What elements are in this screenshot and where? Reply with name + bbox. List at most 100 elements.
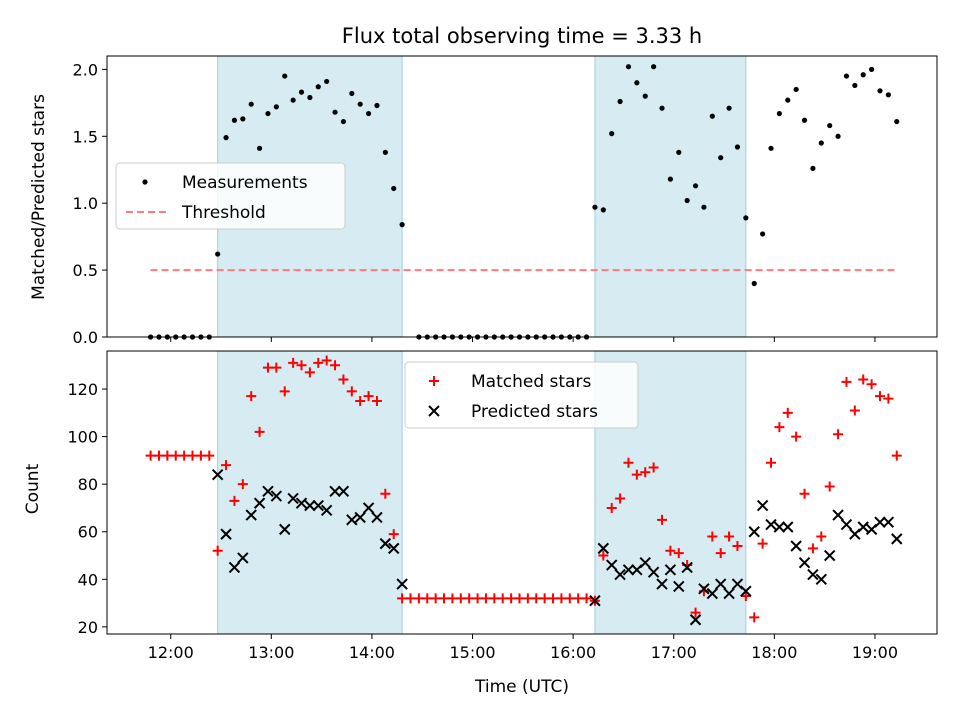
- top-chart-measurement-point: [282, 73, 288, 79]
- bottom-chart-predicted-star-point: [689, 614, 702, 626]
- bottom-chart-predicted-star-point: [823, 549, 836, 562]
- bottom-chart-matched-star-point: [153, 450, 164, 461]
- bottom-chart-predicted-star-point: [346, 514, 358, 526]
- top-chart-measurement-point: [290, 97, 296, 103]
- top-chart-measurement-point: [734, 144, 741, 150]
- bottom-chart-matched-star-point: [405, 593, 416, 604]
- top-chart-measurement-point: [768, 145, 774, 151]
- bottom-chart-matched-star-point: [615, 493, 626, 504]
- bottom-chart-matched-star-point: [447, 593, 458, 604]
- bottom-chart-matched-star-point: [749, 612, 760, 623]
- bottom-chart-matched-star-point: [774, 422, 785, 433]
- top-chart-legend-marker-measurements: [142, 179, 148, 185]
- bottom-chart-matched-star-point: [816, 531, 827, 542]
- bottom-chart-matched-star-point: [724, 531, 735, 542]
- bottom-chart-matched-star-point: [522, 593, 533, 604]
- bottom-chart-matched-star-point: [833, 429, 844, 440]
- top-chart-legend-label: Threshold: [181, 203, 266, 223]
- top-chart-y-tick-label: 1.5: [73, 127, 98, 146]
- bottom-chart-predicted-star-point: [312, 499, 324, 512]
- bottom-chart-y-axis-label: Count: [23, 463, 43, 514]
- bottom-chart-matched-star-point: [883, 393, 894, 404]
- bottom-chart-predicted-star-point: [614, 568, 626, 581]
- bottom-chart-predicted-star-point: [362, 502, 375, 514]
- bottom-chart-matched-star-point: [874, 391, 885, 402]
- top-chart-measurement-point: [231, 117, 238, 123]
- bottom-chart-matched-star-point: [707, 531, 718, 542]
- bottom-chart-predicted-star-point: [714, 578, 727, 590]
- top-chart-measurement-point: [793, 86, 799, 93]
- bottom-chart-x-tick-label: 16:00: [550, 643, 596, 662]
- bottom-chart-predicted-star-point: [279, 523, 291, 536]
- top-chart-measurement-point: [684, 197, 690, 204]
- top-chart-legend-label: Measurements: [182, 173, 308, 193]
- bottom-chart-matched-star-point: [413, 593, 424, 604]
- bottom-chart-y-tick-label: 100: [67, 428, 98, 447]
- top-chart-measurement-point: [349, 90, 355, 97]
- bottom-chart-matched-star-point: [606, 502, 617, 513]
- top-chart-measurement-point: [399, 222, 405, 228]
- bottom-chart-matched-star-point: [330, 360, 341, 371]
- bottom-chart-matched-star-point: [397, 593, 408, 604]
- top-chart-measurement-point: [659, 105, 665, 111]
- bottom-chart-matched-star-point: [497, 593, 508, 604]
- top-chart-measurement-point: [692, 183, 699, 189]
- bottom-chart-y-tick-label: 120: [67, 380, 98, 399]
- top-chart-measurement-point: [215, 251, 221, 257]
- bottom-chart-matched-star-point: [891, 450, 902, 461]
- bottom-chart-matched-star-point: [212, 545, 223, 556]
- top-chart-shaded-interval: [594, 56, 746, 337]
- bottom-chart-x-tick-label: 19:00: [852, 643, 898, 662]
- bottom-chart-predicted-star-point: [840, 518, 853, 531]
- bottom-chart-matched-star-point: [556, 593, 567, 604]
- bottom-chart-predicted-star-point: [354, 511, 366, 524]
- bottom-chart-predicted-star-point: [597, 542, 610, 555]
- top-chart-measurement-point: [843, 73, 850, 79]
- top-chart-measurement-point: [835, 133, 841, 139]
- top-chart-measurement-point: [709, 113, 715, 119]
- bottom-chart-x-tick-label: 12:00: [148, 643, 194, 662]
- bottom-chart-matched-star-point: [548, 593, 559, 604]
- top-chart-measurement-point: [600, 207, 606, 213]
- bottom-chart-predicted-star-point: [228, 561, 241, 574]
- bottom-chart-predicted-star-point: [664, 564, 677, 576]
- bottom-chart-predicted-star-point: [287, 492, 299, 505]
- bottom-chart-matched-star-point: [673, 548, 684, 559]
- top-chart-measurement-point: [634, 80, 640, 86]
- bottom-chart-matched-star-point: [380, 488, 391, 499]
- top-chart-title: Flux total observing time = 3.33 h: [342, 24, 702, 48]
- bottom-chart-matched-star-point: [732, 541, 743, 552]
- bottom-chart-predicted-star-point: [891, 533, 903, 545]
- top-chart-measurement-point: [307, 94, 313, 101]
- bottom-chart-predicted-star-point: [647, 566, 660, 578]
- top-chart-measurement-point: [869, 66, 875, 72]
- bottom-chart-matched-star-point: [262, 362, 273, 373]
- top-chart-measurement-point: [860, 72, 866, 78]
- top-chart-measurement-point: [785, 97, 791, 103]
- bottom-chart-matched-star-point: [237, 479, 248, 490]
- bottom-chart-matched-star-point: [321, 355, 332, 366]
- bottom-chart-legend-marker-predicted: [428, 405, 440, 417]
- bottom-chart-matched-star-point: [564, 593, 575, 604]
- bottom-chart-predicted-star-point: [765, 518, 777, 531]
- bottom-chart-predicted-star-point: [396, 578, 408, 590]
- bottom-chart-matched-star-point: [858, 374, 869, 385]
- bottom-chart-matched-star-point: [371, 395, 382, 406]
- bottom-chart-predicted-star-point: [815, 573, 828, 586]
- bottom-chart-matched-star-point: [271, 362, 282, 373]
- bottom-chart-matched-star-point: [480, 593, 491, 604]
- bottom-chart-predicted-star-point: [748, 526, 760, 538]
- bottom-chart-matched-star-point: [204, 450, 215, 461]
- bottom-chart-matched-star-point: [430, 593, 441, 604]
- bottom-chart-x-tick-label: 15:00: [449, 643, 495, 662]
- bottom-chart-matched-star-point: [631, 469, 642, 480]
- bottom-chart-matched-star-point: [715, 548, 726, 559]
- top-chart-measurement-point: [776, 110, 782, 117]
- bottom-chart-matched-star-point: [665, 545, 676, 556]
- bottom-chart-predicted-star-point: [295, 497, 308, 509]
- bottom-chart-legend-label: Predicted stars: [471, 402, 598, 422]
- top-chart-y-tick-label: 0.5: [73, 261, 98, 280]
- bottom-chart-predicted-star-point: [320, 504, 333, 517]
- top-chart-measurement-point: [609, 131, 615, 137]
